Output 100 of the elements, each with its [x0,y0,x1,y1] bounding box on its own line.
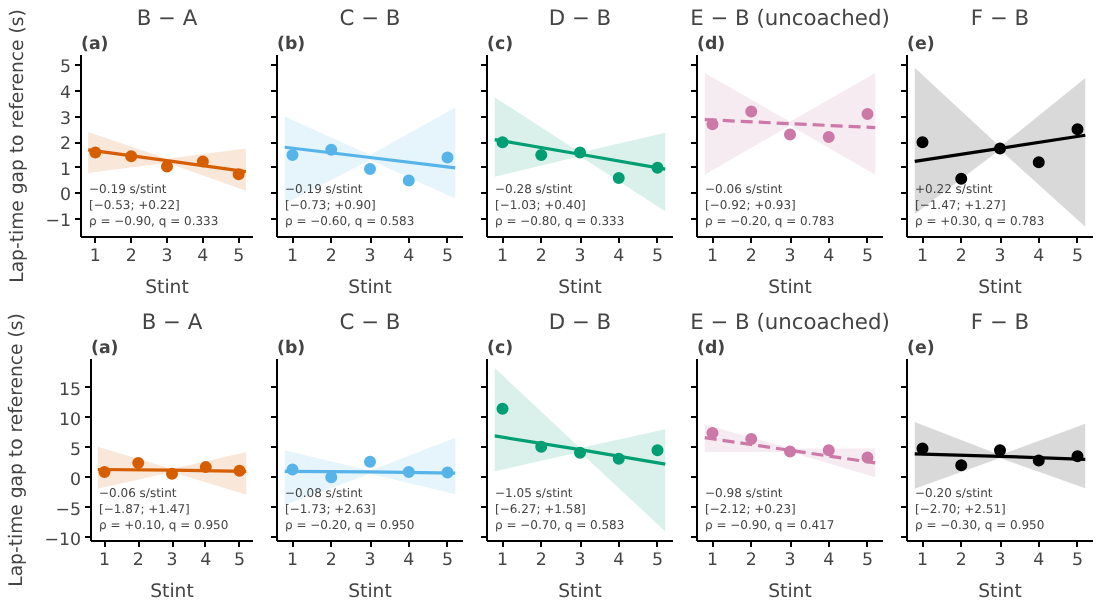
point [784,128,796,141]
x-tick-label: 2 [745,247,757,267]
point [496,402,509,415]
chart-subtitle: (a) [81,35,109,55]
x-tick-label: 1 [89,247,101,267]
x-tick-label: 4 [1033,247,1046,267]
y-tick-label: 1 [59,160,72,181]
point [364,455,376,468]
x-axis-title: Stint [145,277,190,299]
x-axis-title: Stint [768,581,813,603]
point [286,148,299,161]
point [364,163,376,176]
y-axis-title: Lap-time gap to reference (s) [7,9,30,283]
y-tick-label: 5 [69,440,82,461]
x-tick-label: 4 [197,247,210,267]
x-tick-label: 2 [745,551,757,571]
x-tick-label: 3 [574,551,586,571]
x-tick-label: 1 [496,247,509,267]
point [955,459,968,472]
y-tick-label: 0 [59,186,72,207]
y-tick-label: 4 [59,83,72,104]
x-tick-label: 1 [286,551,299,571]
x-tick-label: 5 [441,551,454,571]
y-tick-label: 0 [69,470,82,491]
x-axis-title: Stint [348,581,393,603]
point [955,172,968,185]
chart-title: B − A [136,5,199,31]
x-tick-label: 1 [496,551,509,571]
x-tick-label: 2 [955,551,967,571]
x-tick-label: 5 [651,247,664,267]
x-tick-label: 5 [1071,551,1084,571]
x-tick-label: 3 [784,247,796,267]
x-tick-label: 4 [823,247,836,267]
chart-title: E − B (uncoached) [690,309,890,335]
x-tick-label: 5 [233,551,246,571]
x-axis-title: Stint [150,581,195,603]
point [161,160,173,173]
x-tick-label: 4 [823,551,836,571]
x-tick-label: 5 [861,247,874,267]
chart-title: F − B [970,5,1030,31]
x-tick-label: 5 [651,551,664,571]
y-axis-title: Lap-time gap to reference (s) [6,313,29,587]
x-tick-label: 1 [706,551,719,571]
x-tick-label: 3 [364,551,376,571]
point [822,444,835,457]
x-axis-title: Stint [348,277,393,299]
chart-subtitle: (c) [487,35,514,55]
point [861,107,874,120]
chart-subtitle: (b) [277,339,306,359]
y-tick-label: −10 [44,531,82,551]
x-tick-label: 2 [325,551,337,571]
x-tick-label: 3 [364,247,376,267]
x-tick-label: 3 [784,551,796,571]
point [612,172,625,185]
y-tick-label: 2 [59,135,72,156]
point [535,148,548,161]
chart-subtitle: (d) [697,35,726,55]
y-tick-label: 10 [58,410,81,431]
y-tick-label: 3 [59,109,72,130]
x-tick-label: 2 [535,247,547,267]
x-axis-title: Stint [558,277,603,299]
x-tick-label: 3 [574,247,586,267]
chart-subtitle: (e) [907,339,935,359]
point [651,444,664,457]
x-tick-label: 3 [166,551,178,571]
x-tick-label: 1 [286,247,299,267]
chart-title: D − B [548,5,612,31]
point [1071,123,1084,136]
x-tick-label: 5 [1071,247,1084,267]
y-tick-label: 15 [58,380,81,401]
x-axis-title: Stint [768,277,813,299]
point [745,105,758,118]
x-tick-label: 4 [403,551,416,571]
x-tick-label: 5 [441,247,454,267]
chart-title: C − B [339,309,401,335]
x-axis-title: Stint [978,581,1023,603]
chart-title: D − B [548,309,612,335]
chart-title: F − B [970,309,1030,335]
x-tick-label: 3 [994,247,1006,267]
x-tick-label: 1 [98,551,111,571]
y-tick-label: −5 [55,500,82,521]
x-tick-label: 4 [1033,551,1046,571]
x-tick-label: 5 [861,551,874,571]
x-tick-label: 4 [613,551,626,571]
chart-subtitle: (a) [91,339,119,359]
point [441,151,454,164]
chart-subtitle: (d) [697,339,726,359]
x-tick-label: 1 [916,551,929,571]
x-axis-title: Stint [558,581,603,603]
chart-title: E − B (uncoached) [690,5,890,31]
point [1032,156,1045,169]
x-tick-label: 4 [200,551,213,571]
x-tick-label: 2 [955,247,967,267]
x-tick-label: 3 [161,247,173,267]
x-tick-label: 2 [535,551,547,571]
x-tick-label: 5 [233,247,245,267]
point [916,136,929,149]
x-tick-label: 1 [916,247,929,267]
x-tick-label: 3 [994,551,1006,571]
x-tick-label: 2 [125,247,137,267]
